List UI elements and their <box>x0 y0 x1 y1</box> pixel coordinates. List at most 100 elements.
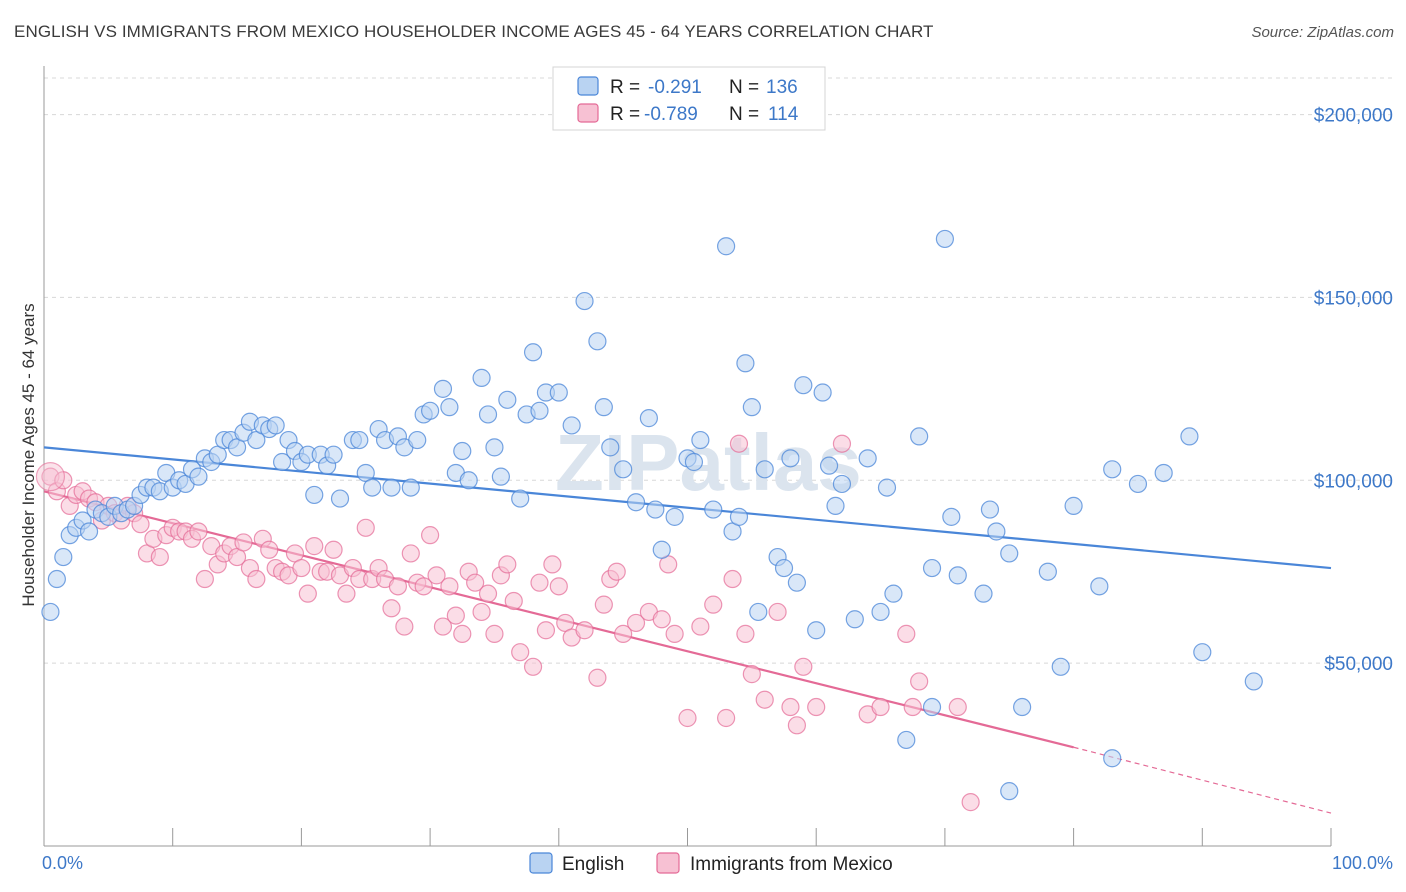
mexico-point <box>440 577 459 596</box>
english-point <box>511 489 530 508</box>
english-point <box>1128 474 1148 494</box>
english-point <box>910 427 929 446</box>
english-point <box>523 343 543 362</box>
english-point <box>858 449 877 468</box>
legend: English Immigrants from Mexico <box>529 852 893 875</box>
stats-english-n: 136 <box>766 77 798 98</box>
mexico-point <box>704 595 723 614</box>
english-point <box>1064 496 1083 515</box>
mexico-point <box>433 617 453 636</box>
mexico-point <box>453 624 472 643</box>
english-point <box>639 409 658 428</box>
mexico-point <box>910 672 929 691</box>
english-point <box>832 474 852 494</box>
english-point <box>774 558 794 578</box>
chart-title: ENGLISH VS IMMIGRANTS FROM MEXICO HOUSEH… <box>14 22 934 41</box>
stats-mexico-swatch <box>577 103 599 123</box>
english-point <box>787 573 806 592</box>
mexico-point <box>292 558 311 578</box>
mexico-point <box>897 624 916 643</box>
english-point <box>382 478 401 497</box>
english-point <box>601 438 620 457</box>
mexico-point <box>768 602 787 622</box>
english-point <box>987 522 1006 541</box>
mexico-point <box>665 624 684 643</box>
english-point <box>781 449 800 468</box>
mexico-point <box>324 540 343 559</box>
mexico-point <box>498 555 517 574</box>
mexico-point <box>794 657 813 676</box>
english-point <box>819 456 839 475</box>
english-point <box>974 584 993 603</box>
english-point <box>684 452 704 472</box>
english-point <box>498 390 517 409</box>
english-point <box>562 416 581 435</box>
english-point <box>440 398 459 417</box>
mexico-point <box>523 657 543 676</box>
mexico-point <box>485 624 504 643</box>
english-point <box>421 401 440 420</box>
mexico-point <box>466 573 485 592</box>
mexico-point <box>421 526 440 545</box>
stats-mexico-n: 114 <box>768 104 799 125</box>
english-point <box>652 540 671 559</box>
y-tick-label: $50,000 <box>1324 654 1393 675</box>
mexico-point <box>234 533 253 552</box>
english-point <box>459 471 478 490</box>
mexico-point <box>787 716 806 735</box>
mexico-point <box>948 697 967 717</box>
mexico-point <box>189 522 208 541</box>
x-tick-end: 100.0% <box>1332 853 1393 873</box>
mexico-point <box>298 584 317 603</box>
mexico-point <box>472 602 491 622</box>
y-tick-label: $200,000 <box>1314 106 1393 127</box>
english-point <box>922 558 942 578</box>
english-point <box>324 445 343 464</box>
mexico-point <box>260 540 279 559</box>
mexico-point <box>832 434 852 453</box>
english-point <box>877 478 897 497</box>
legend-mexico-label: Immigrants from Mexico <box>690 854 893 875</box>
english-point <box>594 398 613 417</box>
english-point <box>1013 697 1032 717</box>
english-point <box>942 507 961 526</box>
legend-english-swatch[interactable] <box>529 852 553 874</box>
english-point <box>189 467 208 486</box>
english-point <box>453 441 472 461</box>
legend-mexico-swatch[interactable] <box>656 852 680 874</box>
mexico-point <box>729 434 749 453</box>
mexico-point <box>678 708 697 728</box>
stats-english-swatch <box>577 76 599 96</box>
mexico-point <box>446 606 465 625</box>
mexico-point <box>691 617 710 636</box>
english-point <box>794 376 813 395</box>
english-point <box>884 584 903 603</box>
stats-english-n-label: N = <box>729 77 759 98</box>
mexico-point <box>755 690 774 709</box>
mexico-point <box>356 518 375 537</box>
mexico-point <box>530 573 549 592</box>
stats-english-r: -0.291 <box>648 77 702 98</box>
mexico-point <box>652 610 671 629</box>
english-point <box>1180 427 1199 446</box>
mexico-point <box>626 613 646 633</box>
legend-english-label: English <box>562 854 624 875</box>
axis-layer: $50,000 $100,000 $150,000 $200,000 <box>43 66 1393 847</box>
english-point <box>755 460 774 479</box>
mexico-point <box>478 584 498 603</box>
mexico-point <box>150 547 169 567</box>
mexico-point <box>594 595 613 614</box>
english-point <box>54 547 73 567</box>
english-point <box>922 697 942 717</box>
y-tick-label: $100,000 <box>1314 471 1393 492</box>
english-point <box>826 496 845 515</box>
mexico-point <box>337 584 356 603</box>
english-point <box>1193 643 1212 662</box>
mexico-point <box>607 562 626 581</box>
english-point <box>626 493 646 512</box>
english-point <box>350 430 369 450</box>
english-point <box>665 507 684 526</box>
mexico-point <box>247 569 266 589</box>
english-point <box>845 610 864 629</box>
